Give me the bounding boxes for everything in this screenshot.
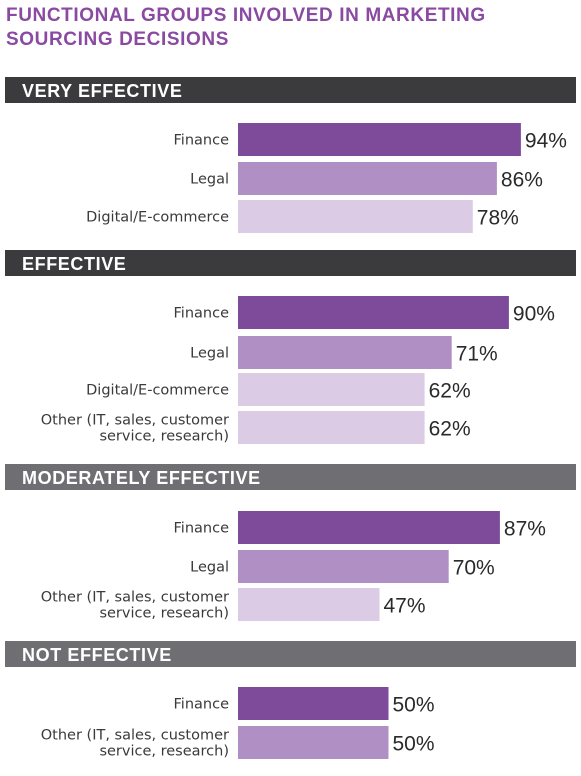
category-label: Digital/E-commerce (86, 383, 229, 399)
category-label: Other (IT, sales, customer service, resea… (41, 413, 229, 445)
bar (238, 123, 521, 156)
data-label: 71% (456, 343, 498, 366)
section-effective: EFFECTIVE Finance 90% Legal 71% Digital/E-com… (5, 250, 576, 445)
data-label: 62% (429, 380, 471, 403)
bar (238, 411, 425, 444)
bar (238, 373, 425, 406)
bar (238, 296, 509, 329)
bar (238, 550, 449, 583)
category-label: Legal (190, 560, 229, 576)
data-label: 86% (501, 169, 543, 192)
bar (238, 162, 497, 195)
section-heading: VERY EFFECTIVE (22, 81, 182, 101)
data-label: 62% (429, 418, 471, 441)
bar (238, 687, 389, 720)
section-heading: MODERATELY EFFECTIVE (22, 468, 261, 488)
category-label: Other (IT, sales, customer service, resea… (41, 590, 229, 622)
bar (238, 511, 500, 544)
data-label: 47% (384, 595, 426, 618)
category-label: Finance (174, 697, 230, 713)
bar (238, 200, 473, 233)
data-label: 94% (525, 130, 567, 153)
category-label: Digital/E-commerce (86, 210, 229, 226)
category-label: Finance (174, 133, 230, 149)
data-label: 78% (477, 207, 519, 230)
category-label: Legal (190, 346, 229, 362)
data-label: 50% (393, 733, 435, 756)
category-label: Finance (174, 521, 230, 537)
data-label: 90% (513, 303, 555, 326)
section-moderately-effective: MODERATELY EFFECTIVE Finance 87% Legal 70% Ot… (5, 464, 576, 622)
bar (238, 336, 452, 369)
bar (238, 726, 389, 759)
section-very-effective: VERY EFFECTIVE Finance 94% Legal 86% Digital/… (5, 77, 576, 233)
section-heading: EFFECTIVE (22, 254, 126, 274)
data-label: 87% (504, 518, 546, 541)
category-label: Other (IT, sales, customer service, resea… (41, 728, 229, 760)
section-not-effective: NOT EFFECTIVE Finance 50% Other (IT, sales,… (5, 641, 576, 760)
category-label: Finance (174, 306, 230, 322)
category-label: Legal (190, 172, 229, 188)
data-label: 70% (453, 557, 495, 580)
section-heading: NOT EFFECTIVE (22, 645, 172, 665)
bar (238, 588, 380, 621)
data-label: 50% (393, 694, 435, 717)
